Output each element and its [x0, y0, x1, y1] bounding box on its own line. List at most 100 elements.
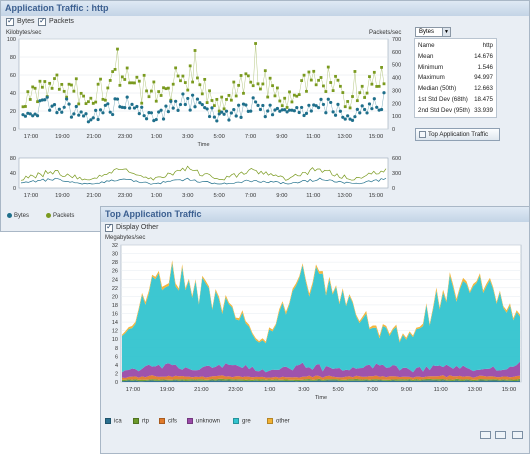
stat-row: Maximum 94.997 — [418, 74, 493, 83]
packets-point — [77, 102, 81, 106]
legend-item-ica: ica — [105, 418, 122, 425]
packets-point — [353, 70, 357, 73]
packets-point — [191, 80, 194, 84]
x-tick-label: 23:00 — [118, 134, 133, 140]
packets-checkbox[interactable] — [38, 16, 46, 26]
overview-x-tick-label: 9:00 — [276, 193, 287, 199]
y2-tick-label: 400 — [392, 76, 401, 82]
y-tick-label: 100 — [7, 37, 16, 43]
y2-tick-label: 100 — [392, 114, 401, 120]
stat-row: Mean 14.676 — [418, 53, 493, 62]
bytes-point — [21, 113, 25, 117]
stat-name: Median (50th) — [418, 85, 457, 93]
chart-view-icon[interactable] — [480, 431, 491, 439]
x-tick-label: 3:00 — [182, 134, 193, 140]
x-tick-label: 15:00 — [369, 134, 384, 140]
y-tick-label: 40 — [10, 91, 16, 97]
y-tick-label: 24 — [112, 277, 118, 283]
legend-swatch — [133, 418, 139, 424]
export-icon[interactable] — [512, 431, 523, 439]
overview-x-tick-label: 1:00 — [151, 193, 162, 199]
overview-y-tick-label: 80 — [10, 156, 16, 162]
overview-plot-area — [18, 157, 389, 189]
stat-name: Minimum — [418, 63, 444, 71]
legend-item-packets: Packets — [46, 213, 74, 219]
legend-bytes-label: Bytes — [14, 213, 30, 220]
overview-x-tick-label: 15:00 — [369, 193, 384, 199]
y-tick-label: 6 — [115, 354, 118, 360]
y-tick-label: 8 — [115, 346, 118, 352]
legend-label: other — [276, 418, 290, 425]
y2-tick-label: 200 — [392, 101, 401, 107]
x-axis-label: Time — [315, 395, 327, 401]
stat-row: Median (50th) 12.663 — [418, 85, 493, 94]
legend-item-rtp: rtp — [133, 418, 149, 425]
display-other-checkbox-label: Display Other — [116, 224, 159, 231]
x-tick-label: 11:00 — [306, 134, 320, 140]
x-tick-label: 13:00 — [468, 387, 483, 393]
y-tick-label: 0 — [13, 127, 16, 133]
y-tick-label: 12 — [112, 329, 118, 335]
stat-row: Minimum 1.546 — [418, 64, 493, 73]
legend-swatch — [105, 418, 111, 424]
panel-title: Application Traffic : http — [1, 1, 529, 16]
metric-select-value: Bytes — [419, 29, 435, 35]
overview-x-tick-label: 17:00 — [24, 193, 39, 199]
overview-x-tick-label: 13:00 — [337, 193, 352, 199]
top-application-traffic-button[interactable]: Top Application Traffic — [415, 128, 500, 141]
x-tick-label: 19:00 — [160, 387, 175, 393]
right-axis-unit: Packets/sec — [369, 30, 402, 36]
bytes-line — [22, 92, 385, 123]
x-tick-label: 5:00 — [214, 134, 225, 140]
y-tick-label: 16 — [112, 312, 118, 318]
stat-value: 1.546 — [477, 63, 493, 71]
x-tick-label: 7:00 — [367, 387, 378, 393]
x-tick-label: 15:00 — [502, 387, 517, 393]
metric-select[interactable]: Bytes ▼ — [415, 27, 451, 37]
stat-name: 2nd Std Dev (95th) — [418, 106, 470, 114]
y-tick-label: 26 — [112, 269, 118, 275]
packets-point — [326, 65, 330, 69]
legend-bytes-dot — [7, 213, 12, 218]
overview-y-tick-label: 40 — [10, 171, 16, 177]
top-application-traffic-panel: Top Application Traffic Display Other Me… — [100, 206, 530, 454]
y-tick-label: 10 — [112, 337, 118, 343]
bytes-checkbox[interactable] — [6, 16, 14, 26]
overview-x-tick-label: 5:00 — [214, 193, 225, 199]
legend-label: cifs — [168, 418, 177, 425]
stat-name: Mean — [418, 52, 434, 60]
packets-point — [74, 77, 78, 81]
top-application-traffic-button-label: Top Application Traffic — [428, 131, 489, 138]
table-view-icon[interactable] — [495, 431, 506, 439]
overview-x-tick-label: 7:00 — [245, 193, 256, 199]
x-tick-label: 17:00 — [126, 387, 141, 393]
area-series-rtp — [122, 378, 520, 382]
y2-tick-label: 500 — [392, 63, 401, 69]
stat-value: 18.475 — [474, 96, 493, 103]
legend-swatch — [267, 418, 273, 424]
overview-x-tick-label: 21:00 — [86, 193, 101, 199]
x-tick-label: 1:00 — [151, 134, 162, 140]
legend-packets-label: Packets — [53, 213, 75, 220]
y-tick-label: 14 — [112, 320, 118, 326]
stat-row: Name http — [418, 42, 493, 51]
area-series-unknown — [122, 361, 520, 378]
y-tick-label: 0 — [115, 380, 118, 386]
area-series-cifs — [122, 375, 520, 380]
packets-line — [22, 43, 385, 112]
x-tick-label: 21:00 — [194, 387, 209, 393]
bytes-point — [382, 91, 386, 95]
y2-tick-label: 600 — [392, 50, 401, 56]
legend-item-gre: gre — [233, 418, 251, 425]
area-series-gre — [122, 263, 520, 373]
legend-item-bytes: Bytes — [7, 213, 29, 219]
y-tick-label: 22 — [112, 286, 118, 292]
display-other-checkbox[interactable] — [105, 222, 113, 232]
legend-swatch — [159, 418, 165, 424]
x-tick-label: 11:00 — [434, 387, 448, 393]
plot-area — [18, 38, 389, 130]
x-tick-label: 3:00 — [298, 387, 309, 393]
packets-checkbox-label: Packets — [49, 18, 74, 25]
x-tick-label: 1:00 — [264, 387, 275, 393]
